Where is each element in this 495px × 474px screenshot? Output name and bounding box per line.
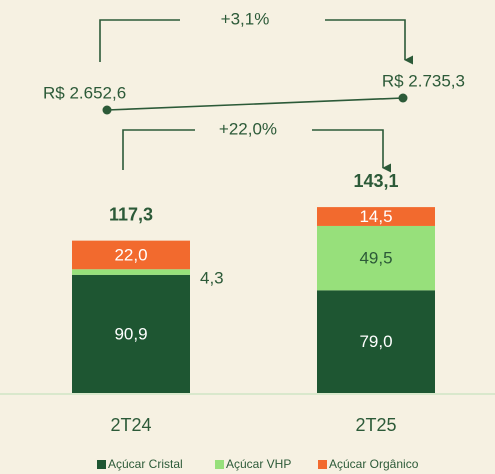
bar-segment: [72, 269, 190, 275]
value-label: 79,0: [359, 332, 392, 351]
totals-growth: +22,0%: [219, 119, 277, 138]
legend-label: Açúcar Orgânico: [329, 457, 419, 471]
bar-segment: [317, 290, 435, 393]
legend-swatch: [97, 460, 106, 469]
bar-segment: [72, 274, 190, 393]
revenue-growth: +3,1%: [221, 9, 270, 28]
x-tick-label: 2T24: [110, 415, 151, 435]
bar-segment: [317, 225, 435, 291]
legend-label: Açúcar VHP: [226, 457, 291, 471]
revenue-dot: [102, 105, 112, 115]
value-label: 90,9: [114, 324, 147, 343]
value-label: 22,0: [114, 245, 147, 264]
revenue-dot: [398, 93, 408, 103]
legend-label: Açúcar Cristal: [108, 457, 183, 471]
value-label: 49,5: [359, 249, 392, 268]
totals-bracket: [122, 129, 392, 173]
legend-swatch: [215, 460, 224, 469]
value-label: 14,5: [359, 207, 392, 226]
bar-segment: [72, 240, 190, 270]
total-label: 117,3: [109, 204, 153, 224]
total-label: 143,1: [353, 171, 398, 191]
revenue-line: [106, 97, 404, 111]
revenue-label: R$ 2.652,6: [43, 83, 126, 102]
x-tick-label: 2T25: [355, 415, 396, 435]
revenue-bracket: [99, 19, 414, 65]
legend-swatch: [318, 460, 327, 469]
revenue-label: R$ 2.735,3: [382, 71, 465, 90]
bar-segment: [317, 207, 435, 226]
value-label: 4,3: [200, 269, 224, 288]
